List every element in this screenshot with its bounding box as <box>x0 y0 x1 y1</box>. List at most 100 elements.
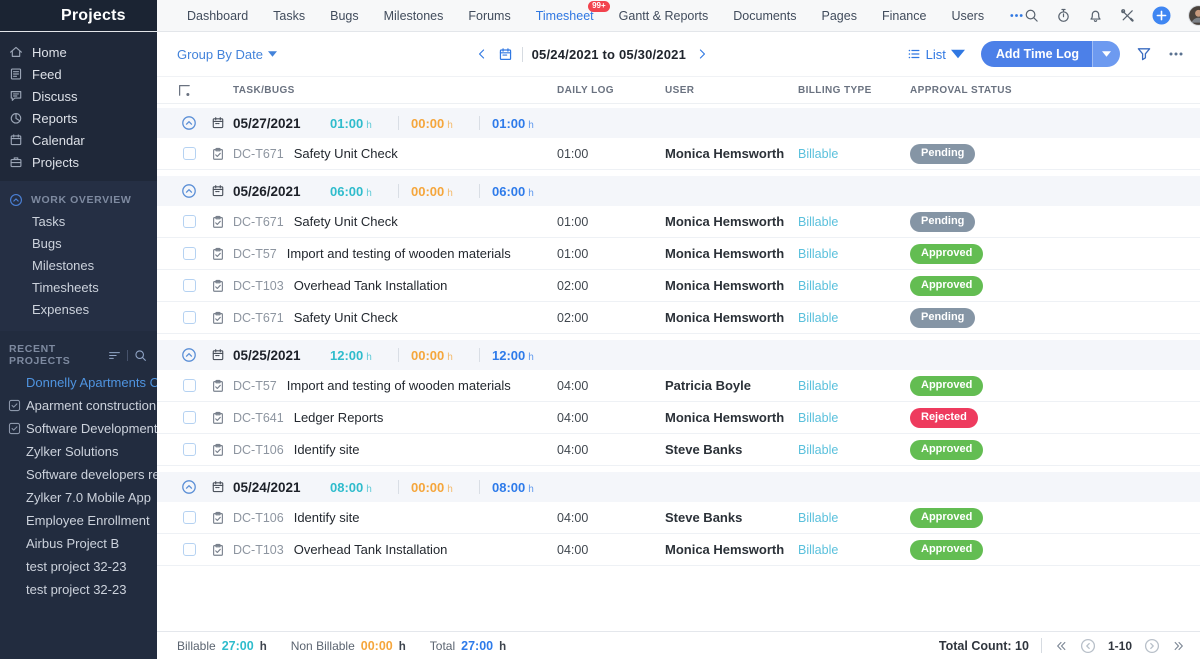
billing-type: Billable <box>798 310 839 325</box>
task-name-link[interactable]: Overhead Tank Installation <box>293 542 448 557</box>
collapse-group-icon[interactable] <box>181 347 197 363</box>
first-page-icon[interactable] <box>1054 639 1068 653</box>
recent-project-software-development[interactable]: Software Development <box>0 417 157 440</box>
more-menu-icon[interactable] <box>1009 8 1024 23</box>
nav-item-dashboard[interactable]: Dashboard <box>187 9 248 23</box>
table-header: TASK/BUGS DAILY LOG USER BILLING TYPE AP… <box>157 76 1200 104</box>
tools-icon[interactable] <box>1120 8 1135 23</box>
row-checkbox[interactable] <box>182 511 196 524</box>
calendar-picker-icon[interactable] <box>498 47 513 62</box>
recent-project-software-developers-re[interactable]: Software developers re <box>0 463 157 486</box>
nav-item-finance[interactable]: Finance <box>882 9 926 23</box>
sidebar-item-home[interactable]: Home <box>0 41 157 63</box>
sidebar-item-discuss[interactable]: Discuss <box>0 85 157 107</box>
sidebar: Home Feed Discuss Reports Calendar Projects W… <box>0 32 157 659</box>
nav-item-tasks[interactable]: Tasks <box>273 9 305 23</box>
recent-project-label: Zylker Solutions <box>26 443 119 459</box>
next-page-icon[interactable] <box>1144 638 1160 654</box>
recent-project-label: Donnelly Apartments C <box>26 374 157 390</box>
work-overview-item-timesheets[interactable]: Timesheets <box>32 280 99 295</box>
timer-icon[interactable] <box>1056 8 1071 23</box>
work-overview-item-tasks[interactable]: Tasks <box>32 214 66 229</box>
daily-log-value: 02:00 <box>557 278 589 293</box>
recent-projects-tools <box>108 349 147 362</box>
recent-project-test-project-32-23[interactable]: test project 32-23 <box>0 555 157 578</box>
task-id: DC-T103 <box>233 278 284 293</box>
row-checkbox[interactable] <box>182 543 196 556</box>
nav-item-documents[interactable]: Documents <box>733 9 796 23</box>
sidebar-item-feed[interactable]: Feed <box>0 63 157 85</box>
project-search-icon[interactable] <box>134 349 147 362</box>
work-overview-item-milestones[interactable]: Milestones <box>32 258 95 273</box>
approval-status-badge: Pending <box>910 211 976 232</box>
collapse-section-icon[interactable] <box>9 193 23 207</box>
row-checkbox[interactable] <box>182 247 196 260</box>
calendar-icon <box>211 116 225 130</box>
task-name-link[interactable]: Ledger Reports <box>293 410 384 425</box>
recent-project-zylker-solutions[interactable]: Zylker Solutions <box>0 440 157 463</box>
last-page-icon[interactable] <box>1172 639 1186 653</box>
recent-project-zylker-7-0-mobile-app[interactable]: Zylker 7.0 Mobile App <box>0 486 157 509</box>
task-name-link[interactable]: Identify site <box>293 510 360 525</box>
recent-project-label: Employee Enrollment <box>26 512 150 528</box>
recent-project-airbus-project-b[interactable]: Airbus Project B <box>0 532 157 555</box>
recent-project-aparment-construction[interactable]: Aparment construction <box>0 394 157 417</box>
search-icon[interactable] <box>1024 8 1039 23</box>
prev-week-icon[interactable] <box>475 47 489 61</box>
expand-all-icon[interactable] <box>177 83 192 98</box>
recent-project-label: Aparment construction <box>26 397 157 413</box>
task-name-link[interactable]: Safety Unit Check <box>293 310 398 325</box>
total-count-label: Total Count: 10 <box>938 638 1029 653</box>
task-name-link[interactable]: Overhead Tank Installation <box>293 278 448 293</box>
date-range-label[interactable]: 05/24/2021 to 05/30/2021 <box>531 46 687 62</box>
sort-list-icon[interactable] <box>108 349 121 362</box>
task-name-link[interactable]: Safety Unit Check <box>293 214 398 229</box>
prev-page-icon[interactable] <box>1080 638 1096 654</box>
row-checkbox[interactable] <box>182 279 196 292</box>
plus-icon[interactable] <box>1152 6 1171 25</box>
nav-item-pages[interactable]: Pages <box>822 9 857 23</box>
group-by-dropdown[interactable]: Group By Date <box>177 47 277 62</box>
recent-project-test-project-32-23[interactable]: test project 32-23 <box>0 578 157 601</box>
more-options-icon[interactable] <box>1168 46 1184 62</box>
avatar-icon[interactable] <box>1188 5 1200 26</box>
row-checkbox[interactable] <box>182 443 196 456</box>
topbar: Projects Dashboard Tasks Bugs Milestones For… <box>0 0 1200 32</box>
task-name-link[interactable]: Import and testing of wooden materials <box>286 246 511 261</box>
sidebar-item-projects[interactable]: Projects <box>0 151 157 173</box>
collapse-group-icon[interactable] <box>181 479 197 495</box>
hamburger-menu-icon[interactable] <box>10 9 25 22</box>
nav-item-bugs[interactable]: Bugs <box>330 9 359 23</box>
view-selector[interactable]: List <box>907 47 965 62</box>
row-checkbox[interactable] <box>182 411 196 424</box>
filter-icon[interactable] <box>1136 46 1152 62</box>
row-checkbox[interactable] <box>182 311 196 324</box>
task-name-link[interactable]: Import and testing of wooden materials <box>286 378 511 393</box>
collapse-group-icon[interactable] <box>181 115 197 131</box>
task-name-link[interactable]: Identify site <box>293 442 360 457</box>
group-billable-hours: 08:00 h <box>330 480 386 495</box>
sidebar-item-calendar[interactable]: Calendar <box>0 129 157 151</box>
user-name: Monica Hemsworth <box>665 246 785 261</box>
add-time-log-button[interactable]: Add Time Log <box>980 41 1120 67</box>
row-checkbox[interactable] <box>182 379 196 392</box>
row-checkbox[interactable] <box>182 215 196 228</box>
sidebar-item-reports[interactable]: Reports <box>0 107 157 129</box>
nav-item-milestones[interactable]: Milestones <box>384 9 444 23</box>
collapse-group-icon[interactable] <box>181 183 197 199</box>
work-overview-item-bugs[interactable]: Bugs <box>32 236 62 251</box>
nav-item-forums[interactable]: Forums <box>468 9 510 23</box>
next-week-icon[interactable] <box>695 47 709 61</box>
daily-log-value: 02:00 <box>557 310 589 325</box>
recent-project-employee-enrollment[interactable]: Employee Enrollment <box>0 509 157 532</box>
add-time-log-dropdown[interactable] <box>1091 41 1120 67</box>
recent-project-donnelly-apartments-c[interactable]: Donnelly Apartments C <box>0 371 157 394</box>
row-checkbox[interactable] <box>182 147 196 160</box>
nav-item-users[interactable]: Users <box>951 9 984 23</box>
task-name-link[interactable]: Safety Unit Check <box>293 146 398 161</box>
bell-icon[interactable] <box>1088 8 1103 23</box>
nav-item-timesheet[interactable]: Timesheet 99+ <box>536 0 610 23</box>
nav-item-gantt-reports[interactable]: Gantt & Reports <box>619 9 709 23</box>
work-overview-item-expenses[interactable]: Expenses <box>32 302 90 317</box>
divider <box>479 184 480 198</box>
